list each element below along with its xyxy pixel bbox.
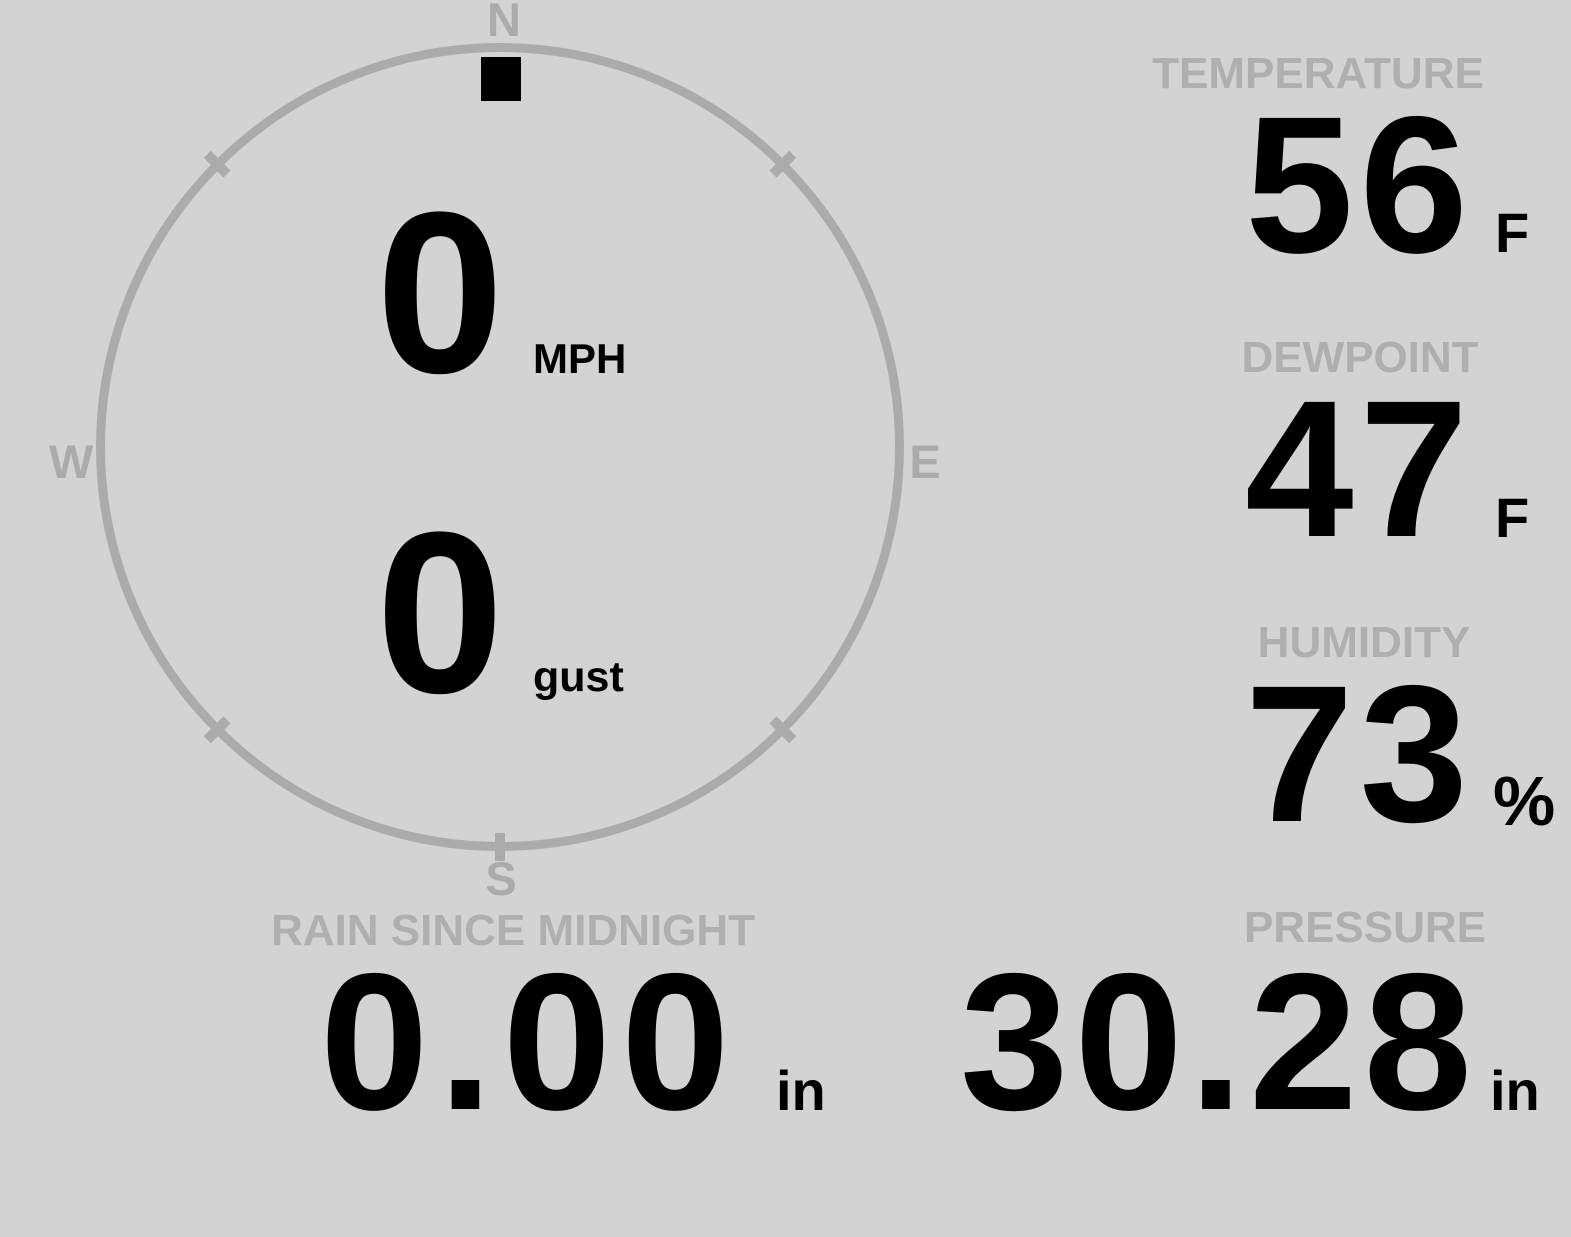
dewpoint-unit: F — [1495, 486, 1530, 549]
rain-value: 0.00 — [320, 933, 740, 1151]
wind-speed-unit: MPH — [533, 335, 627, 382]
wind-speed-value: 0 — [376, 164, 504, 421]
pressure-label: PRESSURE — [1243, 903, 1487, 952]
humidity-value: 73 — [1245, 645, 1474, 863]
compass-label-south: S — [485, 852, 517, 905]
wind-gust-value: 0 — [376, 484, 504, 741]
humidity-label: HUMIDITY — [1257, 618, 1471, 667]
compass-label-north: N — [487, 0, 521, 46]
rain-unit: in — [776, 1059, 826, 1122]
wind-direction-marker-icon — [481, 57, 521, 101]
dewpoint-label: DEWPOINT — [1241, 333, 1479, 382]
temperature-label: TEMPERATURE — [1152, 49, 1484, 98]
pressure-unit: in — [1490, 1059, 1540, 1122]
compass-label-east: E — [909, 435, 941, 488]
humidity-unit: % — [1493, 762, 1556, 840]
dewpoint-value: 47 — [1245, 360, 1474, 578]
temperature-unit: F — [1495, 201, 1530, 264]
temperature-value: 56 — [1245, 76, 1474, 294]
pressure-value: 30.28 — [960, 933, 1478, 1151]
rain-label: RAIN SINCE MIDNIGHT — [271, 906, 755, 955]
compass-label-west: W — [48, 435, 94, 488]
wind-gust-unit: gust — [533, 653, 624, 701]
